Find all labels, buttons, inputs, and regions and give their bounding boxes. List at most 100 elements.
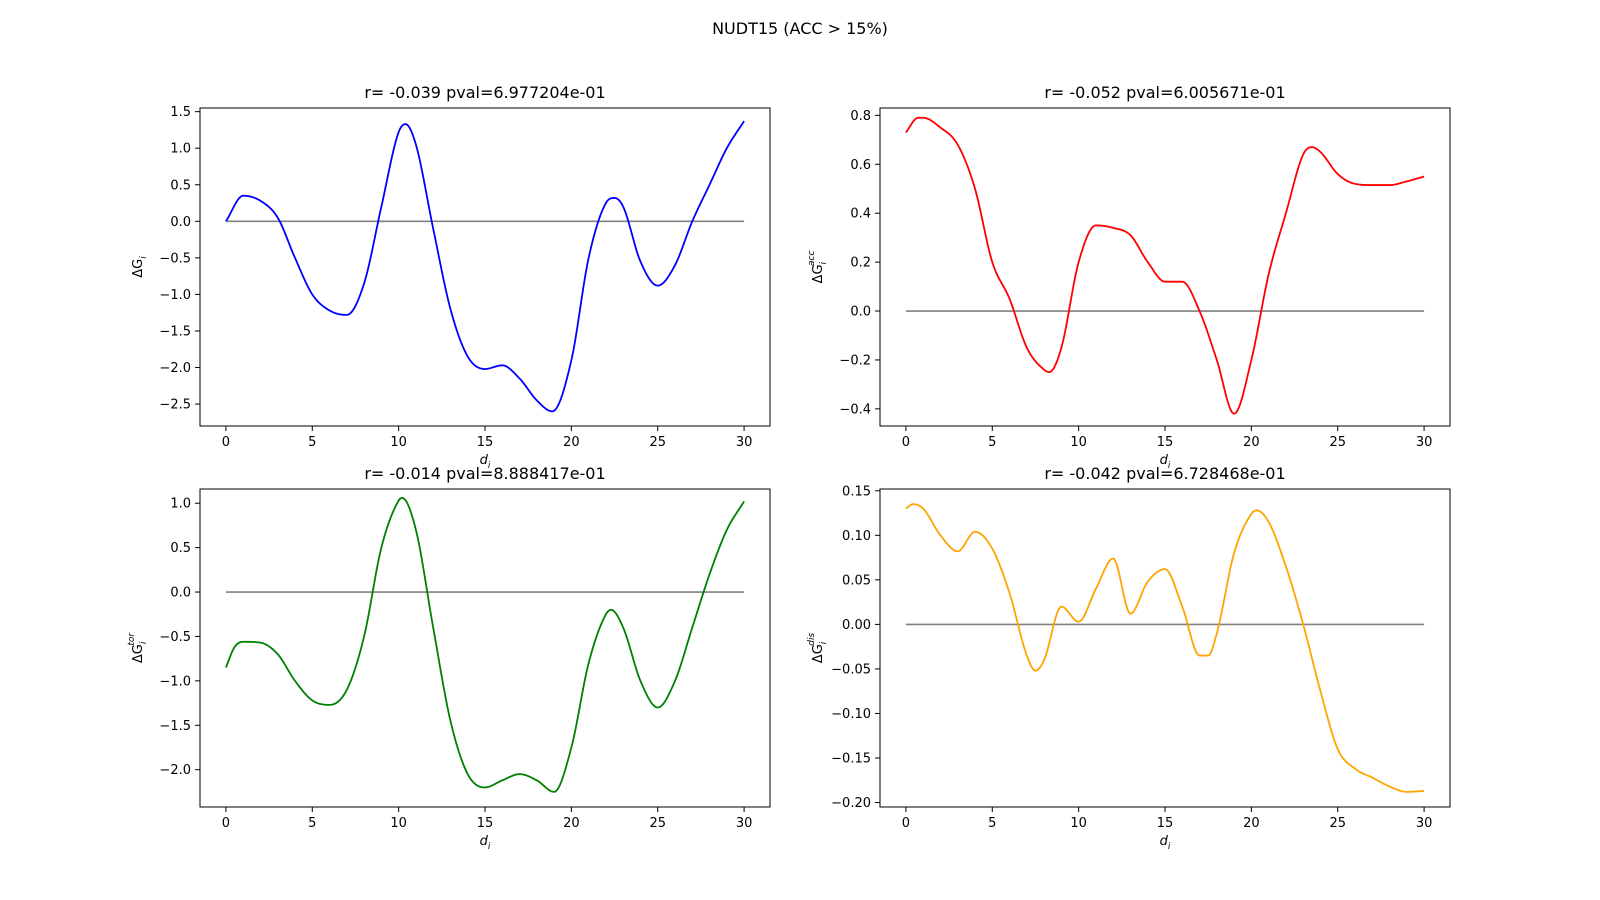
y-axis-label-base: ΔG (811, 264, 826, 283)
x-tick-label: 25 (649, 435, 666, 450)
y-tick-label: −0.4 (839, 402, 871, 417)
y-tick-label: −1.5 (159, 324, 191, 339)
y-axis-label: ΔGidis (807, 632, 829, 663)
y-axis-label: ΔGiacc (807, 251, 829, 284)
y-tick-label: 0.10 (842, 529, 871, 544)
x-tick-label: 30 (1416, 435, 1433, 450)
x-tick-label: 0 (222, 816, 230, 831)
subplot-title: r= -0.014 pval=8.888417e-01 (364, 464, 605, 483)
x-tick-label: 0 (902, 816, 910, 831)
y-tick-label: −0.2 (839, 353, 871, 368)
x-axis-label-base: d (1160, 453, 1169, 468)
y-axis-label-base: ΔG (811, 644, 826, 663)
y-tick-label: 0.6 (850, 158, 871, 173)
subplot-title: r= -0.039 pval=6.977204e-01 (364, 83, 605, 102)
y-tick-label: 0.4 (850, 207, 871, 222)
x-tick-label: 15 (1157, 816, 1174, 831)
x-tick-label: 10 (390, 435, 407, 450)
y-tick-label: −0.05 (831, 662, 871, 677)
x-tick-label: 30 (1416, 816, 1433, 831)
y-axis-label-base: ΔG (131, 259, 146, 278)
y-tick-label: 0.15 (842, 484, 871, 499)
x-tick-label: 5 (988, 435, 996, 450)
subplot-3: r= -0.014 pval=8.888417e-01 0 5 10 15 20 25 30 −… (127, 464, 771, 852)
x-tick-label: 30 (736, 435, 753, 450)
x-tick-label: 0 (222, 435, 230, 450)
series-line (905, 116, 1425, 415)
y-axis-label-sub: i (819, 641, 829, 644)
y-axis-label-sub: i (819, 261, 829, 264)
subplot-title: r= -0.052 pval=6.005671e-01 (1044, 83, 1285, 102)
x-tick-label: 10 (390, 816, 407, 831)
y-tick-label: 0.8 (850, 109, 871, 124)
y-axis-label-sup: tor (127, 632, 137, 646)
axes-frame (879, 107, 1451, 427)
x-tick-label: 30 (736, 816, 753, 831)
x-axis-label: di (1160, 834, 1171, 852)
axes-frame (879, 488, 1451, 808)
subplot-4: r= -0.042 pval=6.728468e-01 0 5 10 15 20 25 30 −… (807, 464, 1451, 852)
y-tick-label: 0.2 (850, 256, 871, 271)
y-tick-label: −0.5 (159, 630, 191, 645)
x-tick-label: 15 (1157, 435, 1174, 450)
y-axis-label-sub: i (139, 256, 149, 259)
y-axis-label: ΔGi (131, 256, 149, 278)
y-tick-label: −2.0 (159, 763, 191, 778)
y-axis-label: ΔGitor (127, 632, 149, 664)
axes-frame (199, 107, 771, 427)
x-axis-label-base: d (480, 834, 489, 849)
x-axis-label: di (480, 834, 491, 852)
x-axis-label-sub: i (488, 842, 491, 852)
y-tick-label: 0.0 (170, 586, 191, 601)
x-tick-label: 0 (902, 435, 910, 450)
y-tick-label: −0.5 (159, 251, 191, 266)
y-tick-label: −2.5 (159, 398, 191, 413)
y-tick-label: 0.5 (170, 541, 191, 556)
x-tick-label: 15 (477, 816, 494, 831)
y-axis-label-sup: dis (807, 632, 817, 645)
y-tick-label: 1.0 (170, 497, 191, 512)
x-tick-label: 25 (1329, 816, 1346, 831)
figure-title: NUDT15 (ACC > 15%) (712, 19, 888, 38)
y-tick-label: 1.0 (170, 142, 191, 157)
subplot-1: r= -0.039 pval=6.977204e-01 0 5 10 15 20 25 30 −… (131, 83, 771, 471)
x-axis-label: di (480, 453, 491, 471)
y-tick-label: −1.0 (159, 674, 191, 689)
subplot-title: r= -0.042 pval=6.728468e-01 (1044, 464, 1285, 483)
x-tick-label: 5 (308, 816, 316, 831)
y-tick-label: 0.5 (170, 178, 191, 193)
x-tick-label: 20 (1243, 435, 1260, 450)
x-axis-label-sub: i (1168, 461, 1171, 471)
series-line (225, 120, 745, 413)
x-axis-label-sub: i (1168, 842, 1171, 852)
y-tick-label: −0.10 (831, 707, 871, 722)
y-tick-label: 0.00 (842, 618, 871, 633)
x-tick-label: 10 (1070, 435, 1087, 450)
x-tick-label: 20 (563, 816, 580, 831)
x-axis-label: di (1160, 453, 1171, 471)
x-tick-label: 20 (563, 435, 580, 450)
y-axis-label-sup: acc (807, 251, 817, 266)
x-tick-label: 25 (1329, 435, 1346, 450)
y-tick-label: 0.0 (850, 305, 871, 320)
y-axis-label-base: ΔG (131, 644, 146, 663)
y-axis-label-sub: i (139, 641, 149, 644)
x-axis-label-sub: i (488, 461, 491, 471)
axes-frame (199, 488, 771, 808)
y-tick-label: 0.05 (842, 573, 871, 588)
series-line (225, 496, 745, 793)
y-tick-label: −2.0 (159, 361, 191, 376)
x-axis-label-base: d (1160, 834, 1169, 849)
y-tick-label: −0.15 (831, 752, 871, 767)
x-tick-label: 25 (649, 816, 666, 831)
x-tick-label: 5 (988, 816, 996, 831)
x-axis-label-base: d (480, 453, 489, 468)
series-line (905, 503, 1425, 793)
x-tick-label: 10 (1070, 816, 1087, 831)
y-tick-label: −1.0 (159, 288, 191, 303)
x-tick-label: 5 (308, 435, 316, 450)
y-tick-label: −1.5 (159, 719, 191, 734)
x-tick-label: 20 (1243, 816, 1260, 831)
subplot-2: r= -0.052 pval=6.005671e-01 0 5 10 15 20 25 30 −… (807, 83, 1451, 471)
